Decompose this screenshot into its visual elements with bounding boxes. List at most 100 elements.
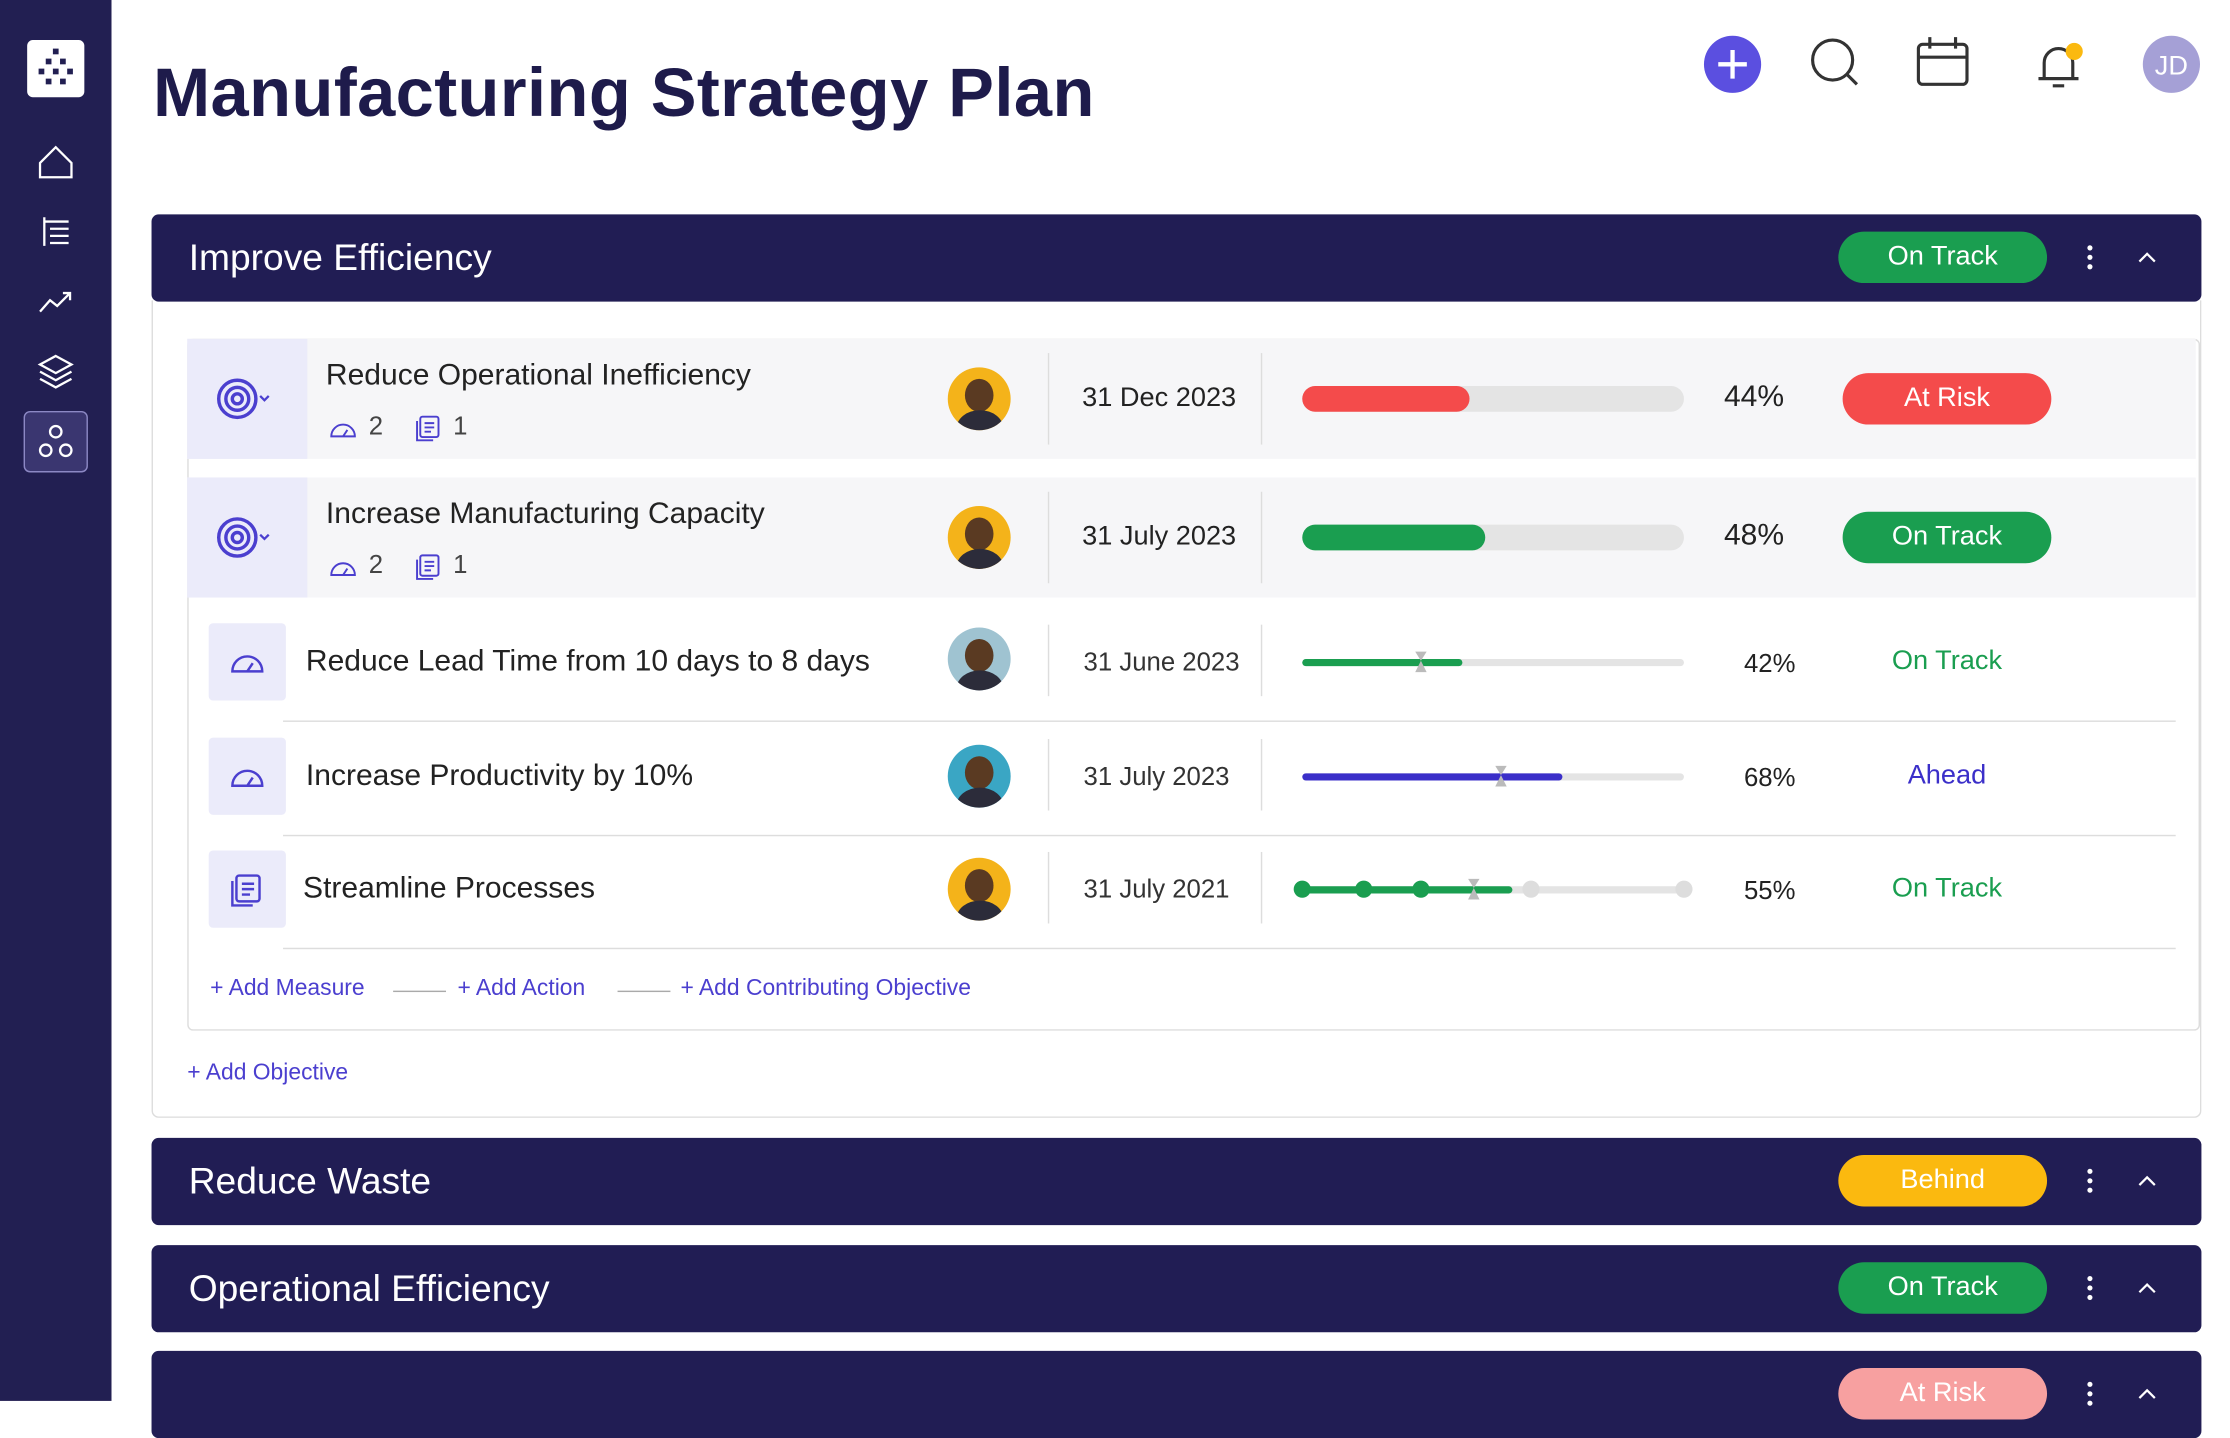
- key-result-row[interactable]: Increase Productivity by 10% 31 July 2023…: [187, 719, 2195, 833]
- milestone: [1354, 880, 1372, 898]
- action-count: 1: [453, 550, 468, 579]
- progress-bar: [1302, 886, 1513, 894]
- sidebar: [0, 0, 112, 1401]
- collapse-button[interactable]: [2130, 1271, 2164, 1305]
- key-result-row[interactable]: Streamline Processes 31 July 2021 55% On Tr…: [187, 832, 2195, 946]
- measure-icon: [322, 407, 365, 450]
- progress-label: 42%: [1743, 648, 1796, 678]
- measure-count: 2: [368, 411, 384, 441]
- more-button[interactable]: [2073, 240, 2107, 274]
- key-result-title: Reduce Lead Time from 10 days to 8 days: [305, 644, 870, 678]
- toolbar: JD: [1703, 35, 2201, 93]
- page-title: Manufacturing Strategy Plan: [152, 55, 1095, 132]
- list-icon[interactable]: [43, 217, 69, 246]
- avatar-body: [955, 669, 1003, 691]
- avatar-face: [965, 638, 994, 672]
- key-result-status: On Track: [1891, 873, 2003, 904]
- owner-avatar: [947, 627, 1011, 691]
- avatar-body: [955, 409, 1003, 431]
- divider: [1260, 851, 1263, 924]
- progress-bar: [1302, 385, 1471, 412]
- link-connector: [393, 990, 447, 993]
- milestone: [1675, 880, 1693, 898]
- more-button-svg: [2087, 245, 2093, 270]
- user-avatar[interactable]: [2142, 35, 2201, 93]
- section-status[interactable]: At Risk: [1838, 1368, 2048, 1420]
- objective-status[interactable]: At Risk: [1842, 373, 2052, 425]
- collapse-button[interactable]: [2130, 1164, 2164, 1198]
- avatar-body: [955, 900, 1003, 921]
- owner-avatar: [947, 367, 1011, 431]
- target-marker-svg: [1495, 765, 1507, 787]
- section-header[interactable]: Operational Efficiency On Track: [151, 1245, 2202, 1333]
- milestone: [1522, 880, 1540, 898]
- active-nav[interactable]: [23, 410, 88, 473]
- home-icon[interactable]: [38, 145, 73, 179]
- progress-label: 55%: [1743, 876, 1796, 905]
- search-button[interactable]: [1811, 38, 1859, 86]
- more-button[interactable]: [2073, 1164, 2107, 1198]
- more-button-svg: [2087, 1381, 2093, 1406]
- section-header[interactable]: Improve Efficiency On Track: [151, 214, 2202, 302]
- row-separator: [283, 947, 2176, 950]
- objective-row[interactable]: Increase Manufacturing Capacity 2 1 31 July…: [187, 477, 2196, 598]
- section-title: Reduce Waste: [188, 1159, 432, 1203]
- target-marker: [1489, 759, 1512, 793]
- more-button-svg: [2087, 1275, 2093, 1300]
- layers-icon[interactable]: [37, 354, 74, 389]
- key-result-row[interactable]: Reduce Lead Time from 10 days to 8 days 3…: [187, 605, 2195, 719]
- objective-icon-svg: [216, 517, 270, 558]
- section-header[interactable]: At Risk: [151, 1350, 2202, 1438]
- add-link[interactable]: + Add Action: [457, 976, 586, 1001]
- row-separator: [283, 720, 2176, 722]
- key-result-icon: [208, 623, 286, 701]
- progress-bar: [1302, 524, 1486, 551]
- collapse-button[interactable]: [2130, 1377, 2164, 1411]
- divider: [1047, 353, 1050, 445]
- add-objective-link[interactable]: + Add Objective: [187, 1060, 349, 1085]
- key-result-icon-svg: [231, 874, 261, 907]
- objective-status[interactable]: On Track: [1842, 511, 2052, 564]
- avatar-face: [965, 755, 994, 789]
- due-date: 31 July 2023: [1082, 521, 1237, 552]
- objective-title: Reduce Operational Inefficiency: [325, 358, 751, 392]
- collapse-button[interactable]: [2130, 240, 2164, 274]
- section-status[interactable]: On Track: [1838, 1262, 2048, 1314]
- key-result-icon: [208, 737, 286, 815]
- section-status[interactable]: Behind: [1838, 1155, 2048, 1207]
- calendar-button[interactable]: [1916, 37, 1969, 86]
- due-date: 31 July 2023: [1083, 761, 1230, 791]
- section-header[interactable]: Reduce Waste Behind: [151, 1137, 2202, 1226]
- collapse-button-svg: [2138, 1282, 2156, 1294]
- add-link[interactable]: + Add Measure: [210, 976, 365, 1001]
- key-result-status: On Track: [1891, 646, 2003, 677]
- progress-track: [1302, 658, 1684, 667]
- action-icon-svg: [416, 554, 440, 580]
- divider: [1260, 491, 1263, 584]
- avatar-face: [965, 517, 994, 551]
- objective-icon: [187, 338, 308, 459]
- due-date: 31 June 2023: [1083, 647, 1240, 677]
- more-button[interactable]: [2073, 1271, 2107, 1305]
- owner-avatar: [947, 857, 1011, 921]
- key-result-title: Increase Productivity by 10%: [305, 759, 694, 792]
- avatar-body: [955, 787, 1003, 808]
- key-result-status: Ahead: [1907, 760, 1987, 791]
- trend-icon[interactable]: [39, 291, 72, 313]
- section-status[interactable]: On Track: [1838, 231, 2048, 284]
- measure-icon-svg: [330, 562, 356, 576]
- progress-label: 48%: [1723, 518, 1785, 552]
- section-title: Operational Efficiency: [188, 1266, 550, 1310]
- add-link[interactable]: + Add Contributing Objective: [680, 976, 971, 1001]
- notifications-button[interactable]: [2038, 47, 2079, 88]
- objective-row[interactable]: Reduce Operational Inefficiency 2 1 31 Dec …: [187, 338, 2196, 459]
- objective-title: Increase Manufacturing Capacity: [325, 497, 765, 531]
- action-icon-svg: [416, 415, 440, 442]
- due-date: 31 Dec 2023: [1082, 383, 1237, 414]
- divider: [1260, 353, 1263, 445]
- more-button[interactable]: [2073, 1377, 2107, 1411]
- key-result-icon-svg: [231, 769, 264, 787]
- target-marker-svg: [1414, 651, 1427, 673]
- avatar-face: [965, 378, 994, 412]
